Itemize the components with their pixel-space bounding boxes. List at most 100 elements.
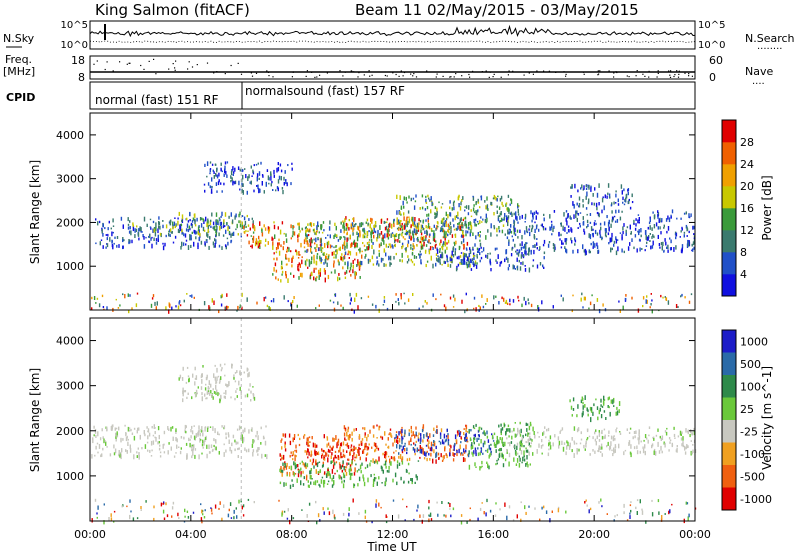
data-cell [441, 225, 443, 228]
nave-point [435, 76, 437, 78]
data-cell [430, 518, 433, 521]
data-cell [517, 452, 519, 455]
data-cell [683, 234, 685, 238]
data-cell [662, 241, 664, 246]
data-cell [232, 166, 234, 171]
data-cell [419, 448, 421, 454]
data-cell [455, 439, 457, 442]
data-cell [217, 181, 220, 186]
data-cell [171, 306, 173, 311]
data-cell [397, 219, 400, 222]
data-cell [321, 448, 323, 451]
data-cell [488, 465, 490, 470]
data-cell [221, 425, 223, 428]
data-cell [642, 446, 644, 449]
nave-point [657, 70, 659, 72]
data-cell [368, 230, 370, 233]
data-cell [579, 442, 582, 445]
data-cell [197, 242, 199, 247]
data-cell [354, 459, 356, 462]
data-cell [226, 174, 228, 178]
data-cell [664, 442, 666, 448]
data-cell [479, 206, 481, 209]
data-cell [106, 446, 108, 448]
data-cell [185, 442, 188, 446]
data-cell [675, 232, 678, 237]
data-cell [218, 244, 221, 248]
data-cell [485, 449, 487, 452]
data-cell [349, 250, 351, 254]
data-cell [525, 250, 527, 256]
data-cell [356, 470, 359, 473]
data-cell [509, 212, 512, 215]
data-cell [415, 229, 417, 234]
data-cell [613, 397, 615, 403]
data-cell [373, 442, 376, 447]
data-cell [459, 261, 461, 265]
data-cell [496, 210, 498, 214]
data-cell [163, 443, 165, 446]
data-cell [401, 246, 403, 250]
data-cell [430, 446, 433, 452]
data-cell [301, 259, 303, 265]
data-cell [263, 224, 265, 228]
data-cell [444, 261, 446, 264]
data-cell [486, 430, 488, 435]
data-cell [330, 461, 332, 464]
data-cell [106, 243, 108, 245]
data-cell [312, 229, 315, 232]
data-cell [667, 300, 670, 305]
data-cell [136, 430, 138, 434]
data-cell [571, 228, 573, 233]
data-cell [293, 461, 295, 466]
data-cell [172, 241, 175, 244]
data-cell [525, 449, 528, 453]
data-cell [214, 428, 216, 434]
data-cell [153, 517, 155, 521]
nave-point [555, 71, 557, 73]
data-cell [622, 231, 624, 235]
data-cell [397, 440, 399, 445]
data-cell [248, 174, 250, 179]
data-cell [387, 245, 390, 248]
data-cell [364, 443, 366, 446]
data-cell [316, 225, 318, 230]
data-cell [351, 460, 353, 465]
data-cell [242, 439, 244, 444]
nave-point [636, 70, 638, 72]
data-cell [207, 220, 209, 224]
data-cell [250, 165, 252, 169]
data-cell [476, 247, 479, 251]
data-cell [653, 224, 656, 229]
data-cell [661, 450, 663, 454]
data-cell [347, 253, 349, 256]
data-cell [322, 461, 324, 466]
data-cell [518, 259, 520, 263]
data-cell [275, 276, 277, 280]
data-cell [94, 498, 97, 502]
data-cell [586, 437, 589, 440]
data-cell [309, 222, 312, 224]
nave-point [255, 72, 258, 74]
data-cell [603, 401, 605, 406]
data-cell [344, 251, 347, 255]
data-cell [354, 456, 356, 459]
nave-point [119, 61, 121, 63]
data-cell [465, 449, 467, 453]
data-cell [389, 458, 391, 464]
data-cell [132, 224, 134, 227]
data-cell [321, 247, 324, 250]
data-cell [198, 454, 200, 460]
data-cell [408, 216, 410, 219]
data-cell [184, 508, 186, 513]
data-cell [209, 185, 211, 189]
data-cell [509, 298, 511, 303]
data-cell [316, 452, 318, 455]
data-cell [114, 236, 116, 239]
data-cell [342, 306, 344, 311]
data-cell [370, 217, 372, 222]
data-cell [146, 223, 148, 227]
data-cell [378, 252, 380, 257]
data-cell [501, 453, 503, 458]
